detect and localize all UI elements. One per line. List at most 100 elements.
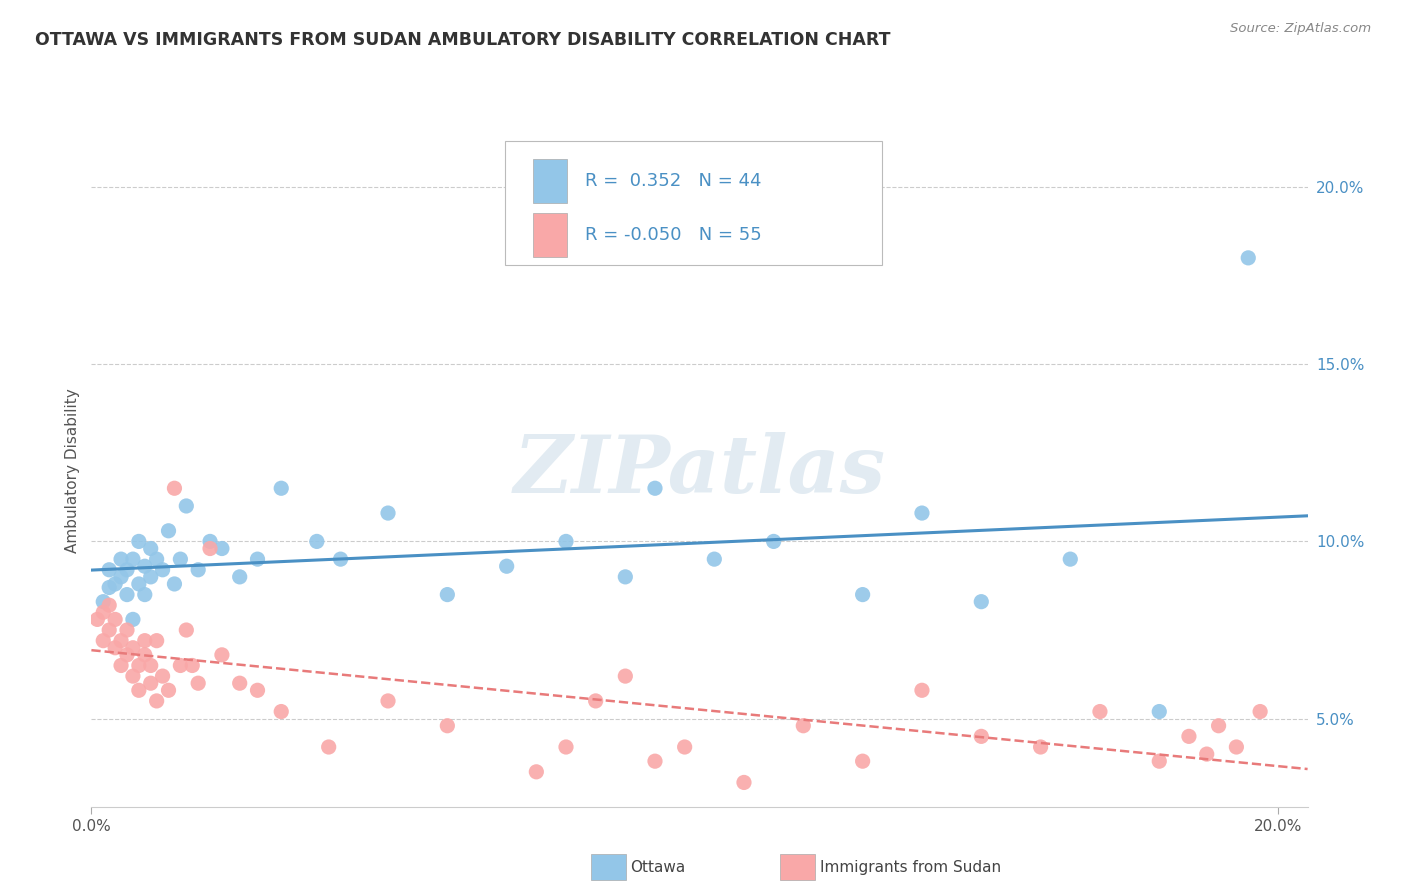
Point — [98, 581, 121, 595]
Point — [122, 669, 145, 683]
Point — [98, 563, 121, 577]
Point — [377, 506, 399, 520]
Point — [134, 648, 156, 662]
FancyBboxPatch shape — [533, 159, 567, 202]
Point — [911, 683, 934, 698]
Point — [246, 683, 269, 698]
Point — [318, 739, 340, 754]
Point — [228, 570, 250, 584]
Point — [163, 577, 186, 591]
Point — [852, 754, 875, 768]
Point — [228, 676, 250, 690]
Point — [211, 648, 233, 662]
Point — [134, 588, 156, 602]
Text: OTTAWA VS IMMIGRANTS FROM SUDAN AMBULATORY DISABILITY CORRELATION CHART: OTTAWA VS IMMIGRANTS FROM SUDAN AMBULATO… — [35, 31, 890, 49]
Point — [128, 534, 150, 549]
Point — [762, 534, 785, 549]
Point — [176, 623, 198, 637]
Point — [495, 559, 517, 574]
Point — [157, 683, 180, 698]
Point — [115, 623, 138, 637]
Point — [1149, 705, 1171, 719]
Point — [104, 640, 127, 655]
Point — [644, 754, 666, 768]
Point — [585, 694, 607, 708]
Point — [911, 506, 934, 520]
Point — [128, 658, 150, 673]
Point — [270, 705, 292, 719]
Point — [1088, 705, 1111, 719]
Point — [134, 559, 156, 574]
Point — [152, 669, 174, 683]
Point — [122, 640, 145, 655]
Point — [115, 648, 138, 662]
Point — [614, 570, 637, 584]
Point — [436, 719, 458, 733]
Point — [703, 552, 725, 566]
Point — [98, 598, 121, 612]
Text: Ottawa: Ottawa — [630, 860, 685, 874]
Point — [128, 683, 150, 698]
Point — [91, 605, 114, 619]
Text: ZIPatlas: ZIPatlas — [513, 432, 886, 509]
Point — [1059, 552, 1081, 566]
Point — [1208, 719, 1230, 733]
Point — [555, 534, 578, 549]
Point — [139, 570, 162, 584]
Point — [104, 577, 127, 591]
Point — [1225, 739, 1247, 754]
Point — [134, 633, 156, 648]
Point — [145, 552, 167, 566]
Point — [852, 588, 875, 602]
Point — [246, 552, 269, 566]
Point — [970, 730, 993, 744]
Point — [115, 588, 138, 602]
Point — [1149, 754, 1171, 768]
Point — [139, 658, 162, 673]
Point — [1178, 730, 1201, 744]
Point — [181, 658, 204, 673]
Y-axis label: Ambulatory Disability: Ambulatory Disability — [65, 388, 80, 553]
Text: Immigrants from Sudan: Immigrants from Sudan — [820, 860, 1001, 874]
Point — [152, 563, 174, 577]
FancyBboxPatch shape — [505, 141, 882, 265]
Point — [145, 633, 167, 648]
FancyBboxPatch shape — [533, 213, 567, 257]
Point — [524, 764, 547, 779]
Point — [733, 775, 755, 789]
Point — [157, 524, 180, 538]
Point — [970, 595, 993, 609]
Point — [211, 541, 233, 556]
Point — [1249, 705, 1271, 719]
Point — [98, 623, 121, 637]
Point — [1029, 739, 1052, 754]
Text: R =  0.352   N = 44: R = 0.352 N = 44 — [585, 172, 762, 190]
Text: R = -0.050   N = 55: R = -0.050 N = 55 — [585, 226, 762, 244]
Point — [91, 595, 114, 609]
Point — [163, 481, 186, 495]
Point — [176, 499, 198, 513]
Point — [169, 658, 191, 673]
Point — [198, 541, 221, 556]
Point — [110, 570, 132, 584]
Point — [122, 612, 145, 626]
Point — [198, 534, 221, 549]
Point — [145, 694, 167, 708]
Point — [110, 552, 132, 566]
Point — [1237, 251, 1260, 265]
Point — [139, 676, 162, 690]
Point — [555, 739, 578, 754]
Point — [128, 577, 150, 591]
Point — [673, 739, 696, 754]
Point — [792, 719, 814, 733]
Point — [139, 541, 162, 556]
Text: Source: ZipAtlas.com: Source: ZipAtlas.com — [1230, 22, 1371, 36]
Point — [305, 534, 328, 549]
Point — [187, 563, 209, 577]
Point — [187, 676, 209, 690]
Point — [91, 633, 114, 648]
Point — [270, 481, 292, 495]
Point — [115, 563, 138, 577]
Point — [644, 481, 666, 495]
Point — [1195, 747, 1218, 761]
